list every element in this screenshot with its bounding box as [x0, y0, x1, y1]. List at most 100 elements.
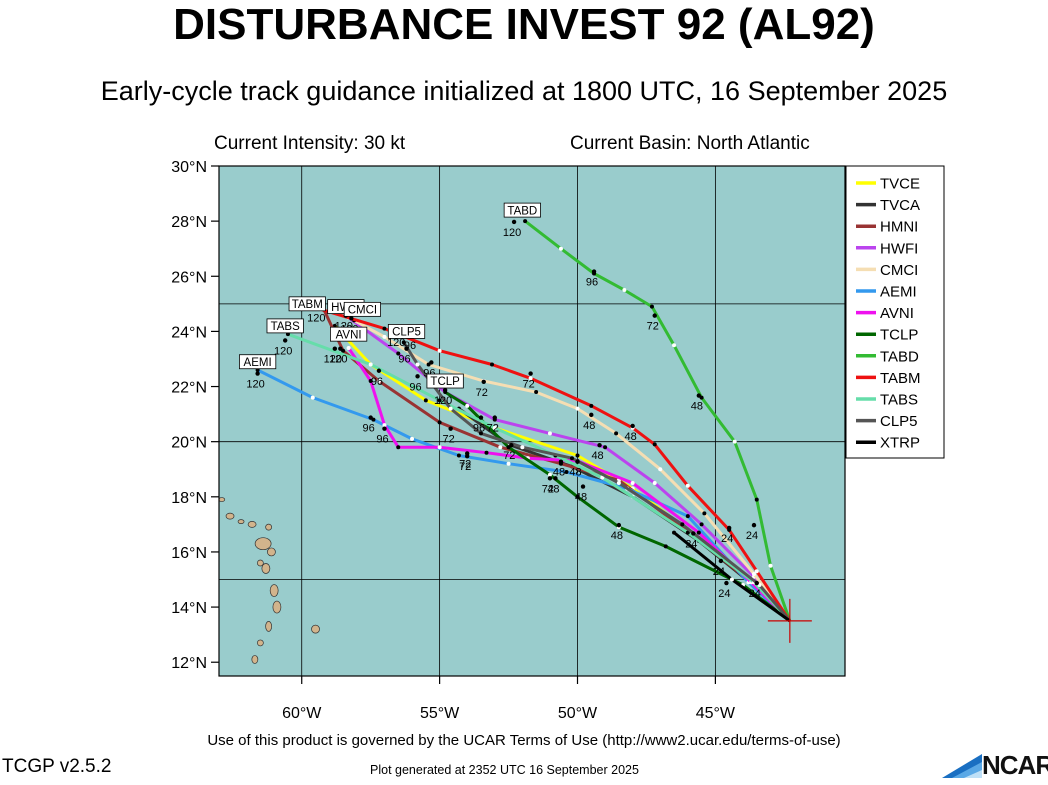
legend-label-clp5: CLP5 — [880, 413, 918, 430]
forecast-hour-label: 24 — [685, 538, 697, 550]
forecast-point — [429, 360, 434, 365]
forecast-point — [580, 484, 586, 489]
forecast-point — [724, 580, 729, 586]
forecast-hour-label: 48 — [611, 530, 623, 542]
forecast-hour-label: 72 — [487, 423, 499, 435]
forecast-point — [528, 371, 533, 376]
forecast-point — [481, 379, 486, 384]
forecast-point — [332, 346, 338, 351]
forecast-hour-label: 72 — [459, 458, 471, 470]
model-label-box — [288, 296, 326, 312]
forecast-point — [382, 426, 387, 431]
track-point — [575, 453, 580, 458]
y-tick-label: 14°N — [171, 600, 207, 617]
track-point — [685, 514, 690, 519]
forecast-hour-labels: 2448729612048729612048729612048729612048… — [246, 219, 761, 600]
forecast-point — [282, 338, 288, 343]
model-label-box — [426, 373, 464, 389]
track-point — [448, 406, 453, 411]
terms-of-use: Use of this product is governed by the U… — [207, 732, 841, 749]
track-point — [423, 398, 428, 403]
track-point — [498, 445, 503, 450]
forecast-point — [726, 525, 732, 531]
forecast-point — [376, 368, 382, 373]
island — [261, 563, 271, 574]
track-point — [575, 406, 580, 411]
forecast-point — [591, 269, 597, 274]
track-point — [702, 511, 707, 516]
model-label: AVNI — [336, 329, 362, 341]
forecast-hour-label: 96 — [376, 434, 388, 446]
forecast-point — [404, 346, 409, 351]
model-label: AEMI — [244, 357, 272, 369]
forecast-point — [415, 374, 420, 379]
track-point — [437, 398, 442, 403]
model-label: TABS — [271, 321, 301, 333]
legend: TVCE TVCA HMNI HWFI CMCI AEMI AVNI TCLP TABD TABM… — [845, 165, 945, 459]
model-label-box — [387, 324, 426, 339]
track-point — [729, 577, 734, 582]
forecast-point — [478, 415, 484, 420]
model-name-labels: TABDTABMHWFICMCITABSCLP5AVNIAEMITCLP — [239, 202, 541, 389]
legend-label-tabm: TABM — [880, 370, 921, 387]
page-title: DISTURBANCE INVEST 92 (AL92) — [173, 0, 875, 49]
track-point — [478, 431, 483, 436]
track-point — [382, 326, 387, 331]
x-tick-label: 60°W — [282, 705, 322, 722]
forecast-hour-label: 24 — [746, 530, 758, 542]
forecast-hour-label: 24 — [718, 588, 730, 600]
ncar-logo-icon — [942, 754, 982, 778]
track-point — [396, 351, 401, 356]
legend-label-tvce: TVCE — [880, 176, 920, 193]
forecast-point — [616, 522, 622, 528]
y-tick-label: 28°N — [171, 214, 207, 231]
forecast-point — [691, 531, 696, 536]
forecast-point — [492, 415, 497, 420]
track-point — [649, 304, 654, 309]
forecast-point — [509, 442, 514, 448]
legend-label-hwfi: HWFI — [880, 240, 918, 257]
track-point — [368, 379, 373, 384]
track-hwfi — [347, 316, 791, 622]
track-point — [520, 445, 525, 450]
forecast-hour-label: 120 — [246, 379, 264, 391]
version-label: TCGP v2.5.2 — [2, 756, 112, 777]
track-point — [376, 379, 381, 384]
forecast-hour-label: 96 — [371, 376, 383, 388]
x-tick-label: 50°W — [558, 705, 598, 722]
model-label-box — [503, 202, 541, 218]
track-point — [658, 467, 663, 472]
track-point — [754, 569, 759, 574]
model-label-box — [239, 354, 277, 370]
forecast-hour-label: 96 — [409, 381, 421, 393]
legend-label-aemi: AEMI — [880, 284, 917, 301]
forecast-hour-label: 48 — [691, 401, 703, 413]
y-tick-label: 18°N — [171, 490, 207, 507]
forecast-point — [511, 219, 517, 225]
forecast-point — [349, 316, 354, 321]
y-tick-label: 16°N — [171, 545, 207, 562]
ncar-logo-text: NCAR — [982, 750, 1048, 780]
generated-timestamp: Plot generated at 2352 UTC 16 September … — [370, 763, 639, 777]
forecast-hour-label: 48 — [625, 431, 637, 443]
legend-label-tvca: TVCA — [880, 197, 920, 214]
track-point — [616, 481, 621, 486]
track-point — [589, 403, 594, 408]
forecast-hour-label: 72 — [647, 321, 659, 333]
track-point — [751, 572, 756, 576]
track-point — [652, 481, 657, 486]
map-axes: 12°N 14°N 16°N 18°N 20°N 22°N 24°N 26°N 28°N 30°N… — [171, 159, 736, 722]
track-point — [484, 450, 489, 455]
current-intensity: Current Intensity: 30 kt — [214, 133, 406, 154]
x-tick-label: 45°W — [696, 705, 736, 722]
forecast-hour-label: 48 — [553, 467, 565, 479]
track-point — [672, 343, 677, 348]
forecast-hour-label: 96 — [473, 423, 485, 435]
model-label: CMCI — [348, 305, 377, 317]
forecast-point — [575, 459, 580, 464]
track-tabm — [320, 307, 792, 622]
forecast-hour-label: 24 — [721, 533, 733, 545]
track-point — [547, 431, 552, 436]
track-point — [614, 431, 619, 436]
track-point — [732, 439, 737, 444]
